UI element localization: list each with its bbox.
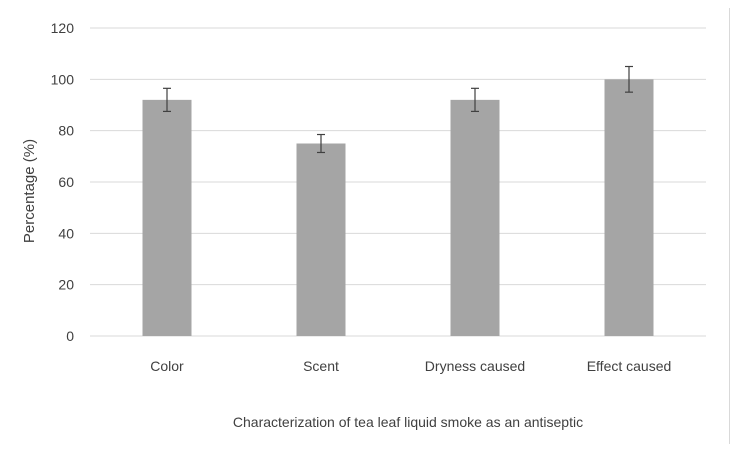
bar-scent (296, 143, 346, 336)
y-tick-label: 100 (51, 71, 75, 87)
bar-effect-caused (604, 79, 654, 336)
chart-frame-edge (729, 8, 730, 444)
bars (142, 79, 654, 336)
y-tick-label: 80 (58, 123, 74, 139)
error-bar (625, 65, 633, 93)
x-tick-label: Dryness caused (425, 358, 525, 374)
error-bar (317, 133, 325, 154)
y-tick-label: 60 (58, 174, 74, 190)
y-tick-label: 0 (66, 328, 74, 344)
x-tick-label: Color (150, 358, 184, 374)
error-bar (471, 87, 479, 113)
y-tick-label: 40 (58, 225, 74, 241)
error-bar (163, 87, 171, 113)
gridlines (90, 27, 706, 337)
x-tick-label: Effect caused (587, 358, 672, 374)
bar-dryness-caused (450, 99, 500, 336)
y-axis-label: Percentage (%) (21, 139, 38, 243)
y-tick-label: 20 (58, 277, 74, 293)
bar-color (142, 99, 192, 336)
x-tick-labels: Color Scent Dryness caused Effect caused (150, 358, 671, 374)
x-tick-label: Scent (303, 358, 339, 374)
y-tick-labels: 0 20 40 60 80 100 120 (51, 20, 75, 344)
y-tick-label: 120 (51, 20, 75, 36)
error-bars (163, 65, 633, 154)
x-axis-label: Characterization of tea leaf liquid smok… (233, 414, 583, 430)
